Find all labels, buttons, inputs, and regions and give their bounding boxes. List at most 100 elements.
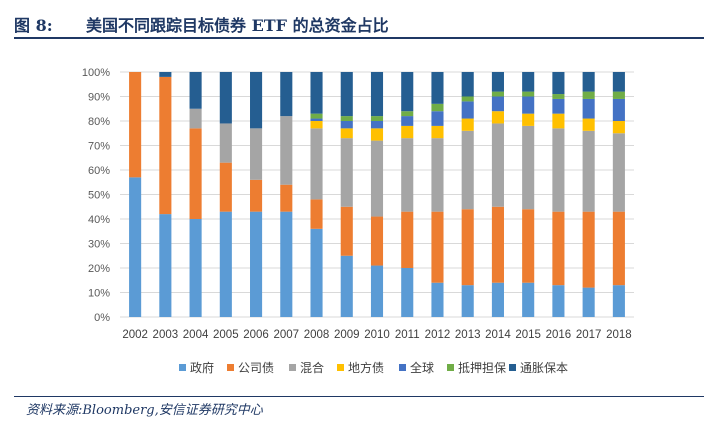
legend-swatch: [227, 364, 234, 371]
bar-segment: [401, 268, 414, 317]
x-tick-label: 2008: [304, 329, 330, 341]
x-tick-label: 2011: [395, 329, 420, 341]
bar-segment: [461, 209, 474, 286]
legend-swatch: [447, 364, 454, 371]
bar-segment: [612, 133, 625, 212]
y-tick-label: 80%: [88, 116, 110, 128]
bar-segment: [461, 118, 474, 131]
bar-segment: [431, 72, 444, 104]
bar-segment: [219, 123, 232, 163]
y-tick-label: 20%: [88, 263, 110, 275]
bar-segment: [552, 211, 565, 286]
bar-segment: [370, 121, 384, 129]
bar-segment: [250, 72, 263, 129]
y-tick-label: 90%: [88, 92, 110, 104]
bar-segment: [552, 98, 565, 114]
bar-segment: [280, 211, 293, 317]
bar-segment: [310, 113, 323, 119]
legend-label: 通胀保本: [520, 361, 568, 375]
bar-segment: [159, 214, 172, 317]
bar-segment: [522, 125, 535, 210]
x-tick-label: 2004: [183, 329, 209, 341]
bar-segment: [401, 125, 414, 139]
bar-segment: [340, 255, 353, 317]
bar-segment: [189, 128, 202, 219]
legend-label: 政府: [190, 360, 214, 375]
footer-rule: [14, 396, 704, 397]
bar-segment: [461, 96, 474, 102]
bar-segment: [401, 111, 414, 117]
bar-segment: [370, 128, 384, 141]
bar-segment: [340, 121, 353, 129]
bar-segment: [370, 116, 384, 121]
bar-segment: [612, 285, 625, 317]
bar-segment: [612, 98, 625, 121]
bar-segment: [340, 128, 353, 139]
figure-number: 图 8:: [14, 16, 53, 35]
bar-segment: [612, 72, 625, 92]
bar-segment: [159, 72, 172, 77]
bar-segment: [189, 108, 202, 129]
bar-segment: [159, 76, 172, 215]
bar-segment: [370, 265, 384, 317]
y-tick-label: 70%: [88, 141, 110, 153]
bar-segment: [552, 128, 565, 212]
bar-segment: [129, 177, 142, 317]
x-tick-label: 2015: [515, 329, 541, 341]
x-tick-label: 2013: [455, 329, 481, 341]
legend-swatch: [179, 364, 186, 371]
bar-segment: [491, 206, 504, 283]
bar-segment: [461, 101, 474, 119]
header-rule: [14, 37, 704, 39]
bar-segment: [310, 228, 323, 317]
y-tick-label: 50%: [88, 190, 110, 202]
bar-segment: [250, 128, 263, 180]
bar-segment: [552, 72, 565, 95]
bar-segment: [491, 123, 504, 207]
bar-segment: [582, 287, 595, 317]
bar-segment: [370, 72, 384, 117]
bar-segment: [612, 211, 625, 286]
legend-label: 混合: [300, 360, 324, 375]
bar-segment: [582, 91, 595, 99]
bar-segment: [401, 116, 414, 126]
bar-segment: [582, 211, 595, 288]
legend-label: 全球: [410, 360, 434, 375]
bar-segment: [612, 121, 625, 134]
bar-segment: [431, 138, 444, 212]
bar-segment: [310, 118, 323, 121]
bar-segment: [280, 116, 293, 185]
bar-segment: [189, 72, 202, 109]
legend-swatch: [509, 364, 516, 371]
source-note: 资料来源:Bloomberg,安信证券研究中心: [26, 403, 263, 418]
bar-segment: [370, 216, 384, 266]
bar-segment: [491, 72, 504, 92]
bar-segment: [491, 96, 504, 112]
bar-segment: [401, 72, 414, 112]
legend-swatch: [289, 364, 296, 371]
bar-segment: [219, 162, 232, 212]
bar-segment: [431, 103, 444, 112]
bar-segment: [129, 72, 142, 178]
legend-swatch: [337, 364, 344, 371]
bar-segment: [189, 219, 202, 317]
x-tick-label: 2009: [334, 329, 360, 341]
y-tick-label: 40%: [88, 214, 110, 226]
bar-segment: [310, 72, 323, 114]
bar-segment: [491, 282, 504, 317]
x-tick-label: 2014: [485, 329, 511, 341]
bar-segment: [582, 118, 595, 131]
bar-segment: [340, 206, 353, 256]
bar-segment: [491, 91, 504, 97]
bar-segment: [461, 72, 474, 97]
x-tick-label: 2006: [243, 329, 269, 341]
bar-segment: [401, 211, 414, 268]
bar-segment: [552, 94, 565, 99]
bar-segment: [582, 72, 595, 92]
legend-label: 地方债: [348, 360, 384, 375]
bar-segment: [310, 121, 323, 129]
bar-segment: [401, 138, 414, 212]
bar-segment: [552, 285, 565, 317]
bar-segment: [491, 111, 504, 124]
